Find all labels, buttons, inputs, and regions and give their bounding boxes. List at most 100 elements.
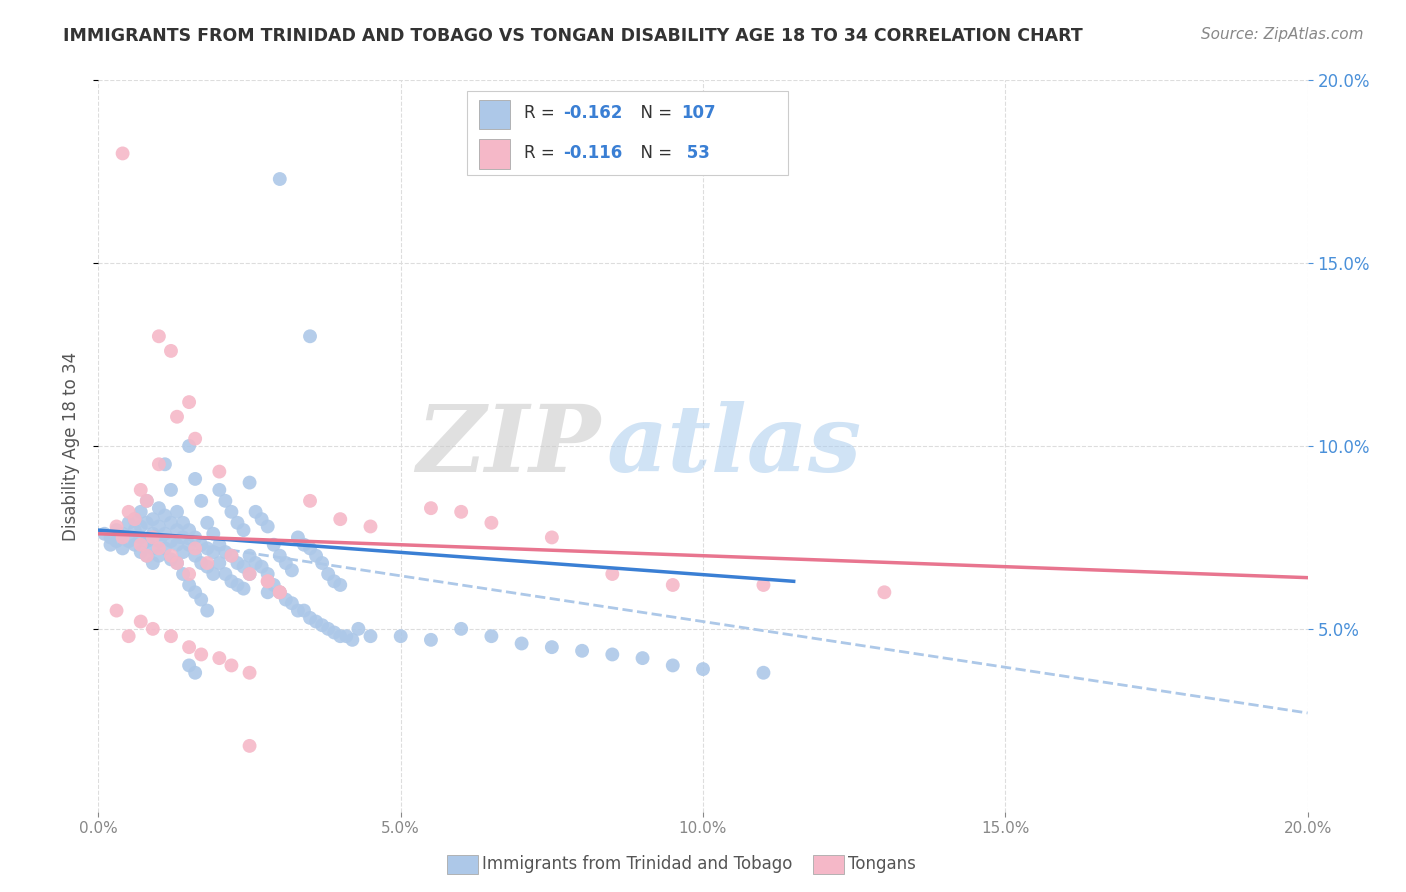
- Text: Tongans: Tongans: [848, 855, 915, 873]
- Text: -0.162: -0.162: [562, 104, 621, 122]
- Point: [148, 534, 170, 549]
- Point: [93, 526, 115, 541]
- Point: [221, 549, 243, 563]
- Point: [329, 512, 352, 526]
- Point: [602, 567, 624, 582]
- Point: [202, 545, 225, 559]
- Point: [142, 530, 165, 544]
- Point: [269, 549, 291, 563]
- Text: 107: 107: [682, 104, 716, 122]
- Point: [142, 556, 165, 570]
- Point: [239, 567, 262, 582]
- Point: [184, 541, 207, 556]
- Point: [299, 494, 322, 508]
- Point: [160, 552, 183, 566]
- Point: [274, 592, 297, 607]
- Point: [232, 523, 254, 537]
- Point: [160, 534, 183, 549]
- Point: [160, 343, 183, 358]
- Point: [135, 494, 157, 508]
- Point: [481, 629, 503, 643]
- Point: [129, 545, 152, 559]
- Point: [226, 578, 249, 592]
- Point: [263, 538, 285, 552]
- Point: [214, 545, 236, 559]
- Point: [160, 549, 183, 563]
- Point: [540, 640, 562, 655]
- Point: [571, 644, 593, 658]
- Point: [208, 483, 231, 497]
- Point: [166, 556, 188, 570]
- Point: [195, 556, 218, 570]
- Point: [214, 494, 236, 508]
- Text: R =: R =: [524, 104, 560, 122]
- Point: [311, 618, 333, 632]
- Point: [221, 505, 243, 519]
- Point: [256, 574, 278, 589]
- Point: [347, 622, 370, 636]
- Point: [221, 658, 243, 673]
- Point: [316, 567, 339, 582]
- Point: [250, 559, 273, 574]
- FancyBboxPatch shape: [467, 91, 787, 176]
- Point: [166, 409, 188, 424]
- Point: [105, 534, 128, 549]
- FancyBboxPatch shape: [479, 139, 509, 169]
- Text: ZIP: ZIP: [416, 401, 600, 491]
- Point: [329, 629, 352, 643]
- Point: [239, 549, 262, 563]
- Point: [269, 585, 291, 599]
- Point: [256, 574, 278, 589]
- Point: [214, 567, 236, 582]
- Point: [269, 172, 291, 186]
- Point: [202, 526, 225, 541]
- Point: [142, 526, 165, 541]
- Text: IMMIGRANTS FROM TRINIDAD AND TOBAGO VS TONGAN DISABILITY AGE 18 TO 34 CORRELATIO: IMMIGRANTS FROM TRINIDAD AND TOBAGO VS T…: [63, 27, 1083, 45]
- Point: [226, 516, 249, 530]
- Point: [274, 556, 297, 570]
- Text: atlas: atlas: [606, 401, 862, 491]
- Point: [135, 549, 157, 563]
- Point: [179, 567, 201, 582]
- Point: [311, 556, 333, 570]
- Point: [256, 519, 278, 533]
- Point: [129, 530, 152, 544]
- Point: [256, 585, 278, 599]
- Point: [166, 523, 188, 537]
- Point: [179, 658, 201, 673]
- Point: [179, 538, 201, 552]
- Point: [263, 578, 285, 592]
- Point: [105, 519, 128, 533]
- Point: [184, 472, 207, 486]
- Text: -0.116: -0.116: [562, 144, 621, 161]
- Point: [287, 603, 309, 617]
- Point: [118, 516, 141, 530]
- Point: [179, 640, 201, 655]
- Point: [184, 530, 207, 544]
- Point: [166, 556, 188, 570]
- Point: [299, 329, 322, 343]
- Point: [190, 556, 212, 570]
- Point: [190, 494, 212, 508]
- Point: [540, 530, 562, 544]
- Point: [135, 494, 157, 508]
- Point: [172, 567, 194, 582]
- Point: [172, 545, 194, 559]
- Point: [129, 538, 152, 552]
- Point: [202, 567, 225, 582]
- Point: [105, 603, 128, 617]
- Point: [335, 629, 357, 643]
- Point: [118, 534, 141, 549]
- Text: 53: 53: [682, 144, 710, 161]
- Point: [221, 574, 243, 589]
- Point: [184, 665, 207, 680]
- Point: [184, 432, 207, 446]
- Point: [100, 538, 122, 552]
- Point: [752, 665, 775, 680]
- Y-axis label: Disability Age 18 to 34: Disability Age 18 to 34: [62, 351, 80, 541]
- Point: [360, 519, 382, 533]
- Point: [190, 538, 212, 552]
- Point: [299, 541, 322, 556]
- Point: [160, 516, 183, 530]
- Point: [232, 559, 254, 574]
